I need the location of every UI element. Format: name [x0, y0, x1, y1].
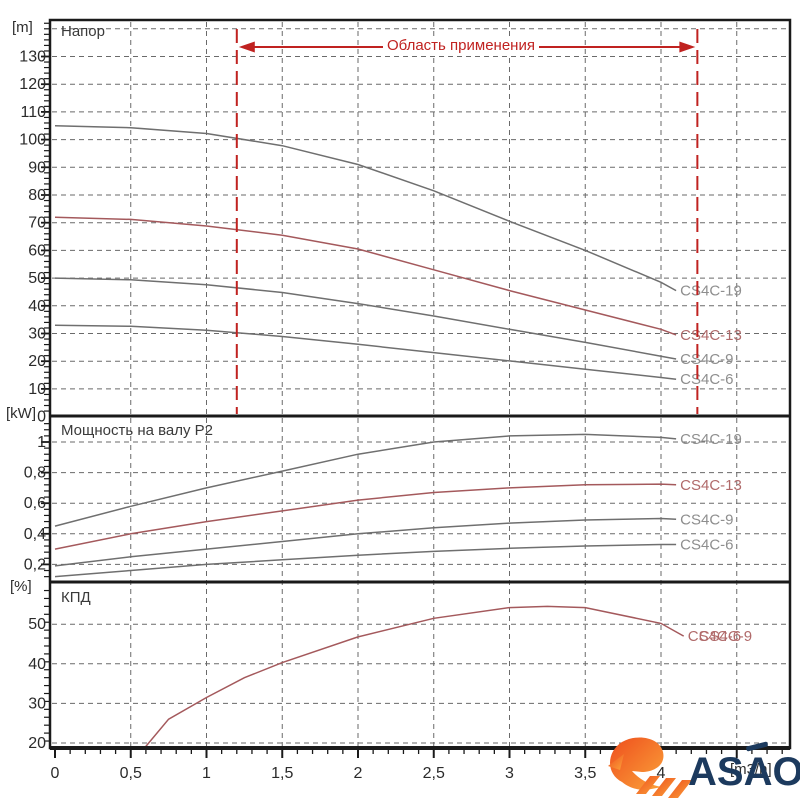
curve-head-CS4C-19	[54, 125, 677, 292]
curve-label-power: CS4C-19	[680, 431, 742, 448]
head-y-tick-label: 80	[28, 187, 46, 204]
efficiency-y-tick-label: 20	[28, 735, 46, 752]
head-y-tick-label: 20	[28, 353, 46, 370]
arrowhead-left	[238, 41, 255, 53]
curve-label-head: CS4C-9	[680, 351, 733, 368]
head-y-tick-label: 110	[20, 104, 46, 121]
efficiency-y-tick-label: 30	[28, 695, 46, 712]
curve-label-power: CS4C-13	[680, 477, 742, 494]
curve-power-CS4C-13	[54, 483, 677, 550]
x-tick-label: 1	[202, 765, 211, 782]
head-y-tick-label: 60	[28, 242, 46, 259]
curve-head-CS4C-6	[54, 324, 677, 380]
curve-label-head: CS4C-19	[680, 283, 742, 300]
head-y-tick-label: 90	[28, 159, 46, 176]
x-tick-label: 4	[657, 765, 666, 782]
curve-head-CS4C-9	[54, 277, 677, 360]
x-axis-unit-label: [m3/h]	[730, 761, 772, 778]
efficiency-panel-title: КПД	[61, 589, 91, 606]
head-unit-label: [m]	[12, 19, 33, 36]
x-tick-label: 1,5	[271, 765, 293, 782]
x-tick-label: 3	[505, 765, 514, 782]
watermark-logo: ASAO	[594, 732, 800, 800]
head-y-tick-label: 30	[28, 326, 46, 343]
head-y-tick-label: 10	[28, 381, 46, 398]
curve-label-efficiency: CS4C-6	[688, 628, 741, 645]
x-tick-label: 0	[51, 765, 60, 782]
head-y-tick-label: 50	[28, 270, 46, 287]
power-y-tick-label: 0,2	[24, 556, 46, 573]
head-y-tick-label: 130	[19, 49, 46, 66]
curve-label-head: CS4C-6	[680, 371, 733, 388]
arrowhead-right	[679, 41, 696, 53]
efficiency-unit-label: [%]	[10, 578, 32, 595]
power-y-tick-label: 0,6	[24, 495, 46, 512]
watermark-text: ASAO	[688, 750, 800, 794]
power-y-tick-label: 0,4	[24, 526, 46, 543]
power-panel-title: Мощность на валу P2	[61, 422, 214, 439]
efficiency-y-tick-label: 50	[28, 616, 46, 633]
head-y-tick-label: 120	[19, 76, 46, 93]
power-y-tick-label: 0,8	[24, 465, 46, 482]
head-y-tick-label: 100	[19, 132, 46, 149]
curve-head-CS4C-13	[54, 216, 677, 336]
curve-power-CS4C-9	[54, 517, 677, 567]
curve-label-efficiency: CS4C-9	[699, 628, 752, 645]
curve-power-CS4C-19	[54, 433, 677, 527]
curve-label-head: CS4C-13	[680, 327, 742, 344]
x-tick-label: 2,5	[423, 765, 445, 782]
head-y-tick-label: 70	[28, 215, 46, 232]
curve-label-power: CS4C-6	[680, 537, 733, 554]
curve-power-CS4C-6	[54, 543, 677, 578]
x-tick-label: 0,5	[120, 765, 142, 782]
efficiency-y-tick-label: 40	[28, 656, 46, 673]
head-y-tick-label: 40	[28, 298, 46, 315]
application-range-label: Область применения	[383, 37, 539, 55]
x-tick-label: 3,5	[574, 765, 596, 782]
chart-frame	[48, 18, 792, 750]
curve-efficiency-CS4C-6/9	[143, 605, 685, 749]
power-y-tick-label: 1	[37, 434, 46, 451]
x-tick-label: 2	[354, 765, 363, 782]
curve-label-power: CS4C-9	[680, 511, 733, 528]
head-panel-title: Напор	[61, 23, 105, 40]
head-y-tick-label: 0	[37, 409, 46, 426]
power-unit-label: [kW]	[6, 405, 36, 422]
watermark-swoosh-icon	[608, 737, 692, 798]
